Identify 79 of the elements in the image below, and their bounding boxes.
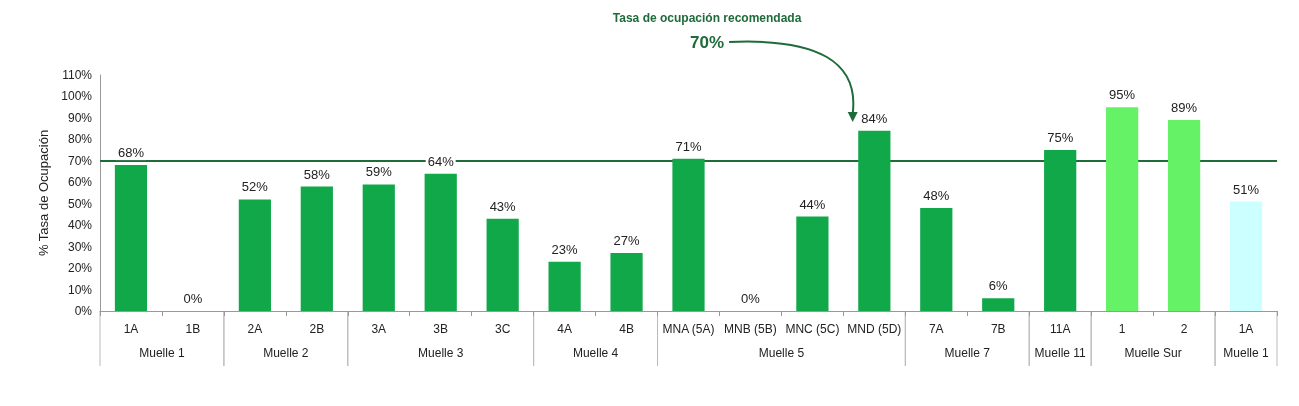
x-tick-label: 3B: [433, 322, 449, 336]
data-label: 68%: [117, 145, 145, 161]
data-label: 23%: [551, 241, 579, 257]
data-label: 0%: [741, 291, 761, 306]
bar: [672, 158, 705, 311]
bar: [610, 253, 643, 311]
data-label: 43%: [489, 198, 517, 214]
data-label: 44%: [799, 196, 826, 212]
text: Muelle Sur: [1124, 346, 1182, 360]
bar: [486, 218, 519, 311]
data-label: 48%: [923, 188, 950, 204]
bar: [920, 208, 953, 311]
y-tick-label: 70%: [67, 153, 93, 168]
y-tick-label: 40%: [67, 218, 93, 233]
text: Muelle 1: [139, 346, 185, 360]
y-tick-label: 80%: [67, 132, 93, 147]
bar: [858, 130, 891, 311]
data-label: 89%: [1171, 100, 1198, 116]
x-tick-label: 1A: [1238, 322, 1254, 336]
y-tick-label: 50%: [67, 196, 93, 211]
text: Muelle 7: [944, 346, 991, 360]
bar: [982, 298, 1015, 311]
x-tick-label: 4A: [557, 322, 572, 336]
text: Muelle 2: [263, 346, 309, 360]
x-tick-label: 1: [1118, 322, 1126, 336]
data-label: 71%: [675, 138, 702, 154]
text: 70%: [690, 32, 725, 52]
x-tick-label: MNA (5A): [662, 322, 715, 336]
y-tick-label: 60%: [67, 175, 93, 190]
x-tick-label: 2B: [309, 322, 325, 336]
bar: [114, 165, 148, 311]
data-label: 75%: [1047, 130, 1074, 146]
bar: [1167, 120, 1201, 311]
bar: [424, 173, 457, 311]
y-tick-label: 30%: [67, 239, 93, 254]
y-axis-title: % Tasa de Ocupación: [36, 129, 51, 257]
data-label: 27%: [613, 233, 640, 249]
data-label: 58%: [303, 166, 331, 182]
x-tick-label: MNC (5C): [785, 322, 840, 336]
x-tick-label: 4B: [619, 322, 634, 336]
text: Muelle 11: [1034, 346, 1087, 360]
x-tick-label: MNB (5B): [724, 322, 777, 336]
bar: [238, 199, 271, 311]
x-tick-label: MND (5D): [847, 322, 902, 336]
y-tick-label: 100%: [61, 89, 93, 104]
y-tick-label: 0%: [74, 304, 93, 318]
y-tick-label: 110%: [62, 68, 93, 82]
data-label: 84%: [861, 110, 888, 126]
x-tick-label: 11A: [1049, 322, 1071, 336]
x-tick-label: 1A: [123, 322, 139, 336]
x-tick-label: 3A: [371, 322, 387, 336]
x-tick-label: 3C: [494, 322, 511, 336]
y-tick-label: 20%: [67, 261, 93, 276]
text: Muelle 3: [418, 346, 464, 360]
data-label: 6%: [988, 278, 1009, 294]
bar: [796, 216, 829, 311]
text: Muelle 5: [758, 346, 805, 360]
text: Muelle 1: [1223, 346, 1270, 360]
bar: [548, 261, 581, 311]
ref-line-label: Tasa de ocupación recomendada: [612, 11, 802, 25]
x-tick-label: 2A: [247, 322, 263, 336]
bar: [1229, 201, 1263, 311]
data-label: 52%: [241, 179, 269, 195]
x-tick-label: 1B: [185, 322, 201, 336]
data-label: 51%: [1233, 181, 1260, 197]
data-label: 95%: [1109, 87, 1136, 103]
data-label: 64%: [427, 153, 455, 169]
text: Muelle 4: [572, 346, 619, 360]
y-tick-label: 10%: [67, 282, 93, 297]
bar: [300, 186, 333, 311]
y-tick-label: 90%: [67, 110, 93, 125]
x-tick-label: 7A: [928, 322, 944, 336]
data-label: 0%: [183, 291, 203, 306]
x-tick-label: 7B: [990, 322, 1006, 336]
bar: [362, 184, 395, 311]
data-label: 59%: [365, 164, 393, 180]
bar: [1044, 150, 1077, 311]
x-tick-label: 2: [1180, 322, 1188, 336]
bar: [1106, 107, 1139, 311]
